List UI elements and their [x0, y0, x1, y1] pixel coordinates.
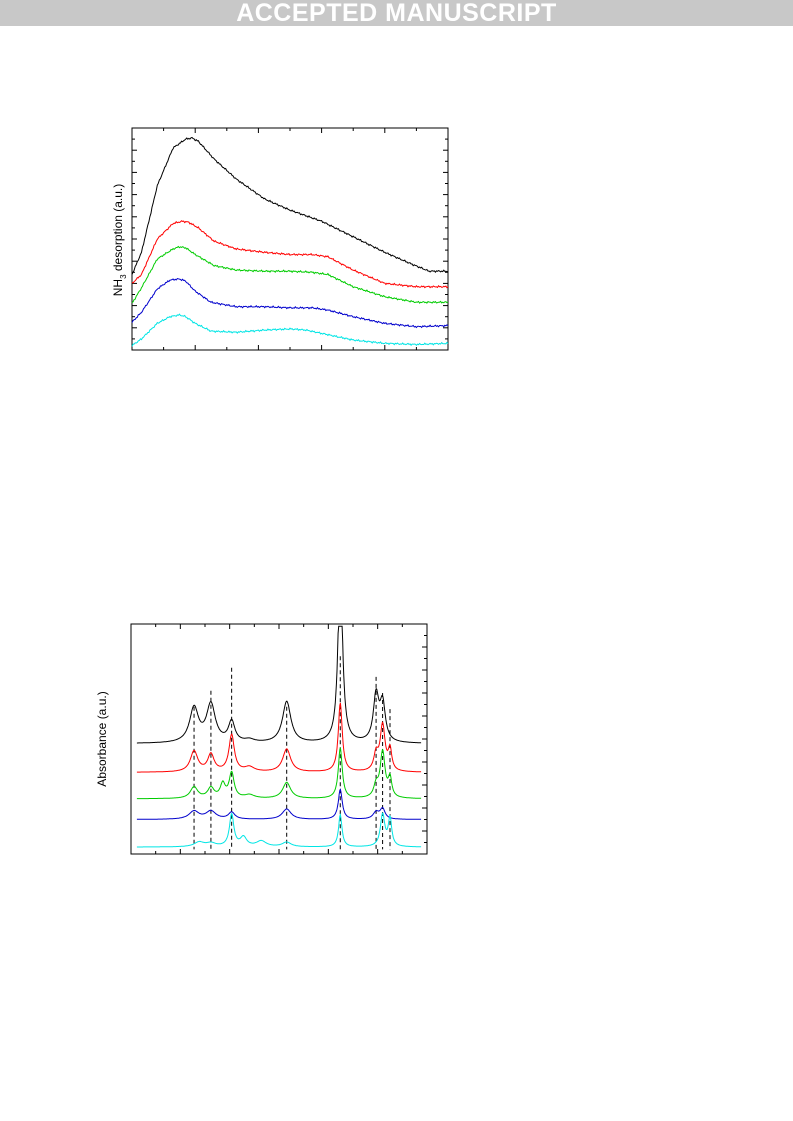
series-line-3: [136, 747, 422, 800]
ir-absorbance-figure: Absorbance (a.u.): [0, 610, 793, 865]
y-axis-label-rest: desorption (a.u.): [111, 184, 125, 275]
series-line-4: [131, 278, 449, 329]
series-line-5: [136, 812, 422, 848]
y-axis-label-main: NH: [111, 279, 125, 296]
nh3-tpd-chart: NH3 desorption (a.u.): [111, 127, 449, 351]
ir-absorbance-chart: Absorbance (a.u.): [95, 623, 428, 855]
manuscript-banner: ACCEPTED MANUSCRIPT: [0, 0, 793, 26]
y-axis-label: NH3 desorption (a.u.): [111, 184, 128, 297]
series-line-1: [131, 136, 449, 275]
axis-ticks: [130, 623, 428, 855]
reference-lines: [193, 656, 391, 850]
y-axis-label-sub: 3: [119, 274, 128, 279]
series-lines: [136, 625, 422, 848]
nh3-tpd-figure: NH3 desorption (a.u.): [0, 110, 793, 380]
banner-text: ACCEPTED MANUSCRIPT: [236, 0, 557, 27]
y-axis-label: Absorbance (a.u.): [95, 691, 109, 786]
series-line-5: [131, 313, 449, 347]
series-line-2: [131, 220, 449, 289]
axis-ticks: [131, 127, 449, 351]
series-line-4: [136, 788, 422, 820]
series-line-2: [136, 702, 422, 773]
series-lines: [131, 136, 449, 347]
series-line-3: [131, 245, 449, 304]
series-line-1: [136, 625, 422, 744]
plot-frame: [131, 127, 449, 351]
